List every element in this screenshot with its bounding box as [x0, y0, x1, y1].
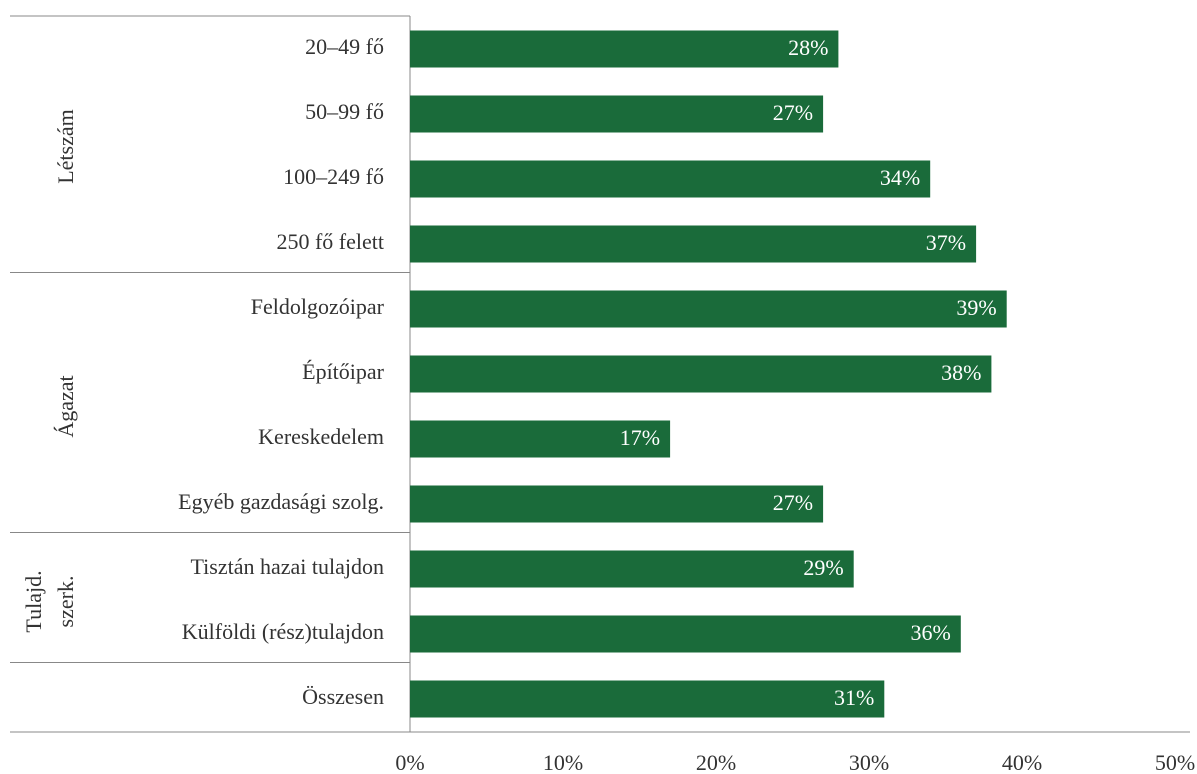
value-label: 27% [773, 490, 813, 515]
category-label: 50–99 fő [305, 99, 384, 124]
value-label: 36% [910, 620, 950, 645]
bar [410, 485, 824, 523]
category-label: 20–49 fő [305, 34, 384, 59]
category-label: Építőipar [302, 359, 385, 384]
group-label: Tulajd. szerk. [21, 570, 78, 632]
category-label: 250 fő felett [276, 229, 384, 254]
bar [410, 290, 1007, 328]
value-label: 17% [620, 425, 660, 450]
category-label: Tisztán hazai tulajdon [191, 554, 385, 579]
bar [410, 550, 854, 588]
value-label: 31% [834, 685, 874, 710]
category-label: Összesen [302, 684, 384, 709]
value-label: 37% [926, 230, 966, 255]
value-label: 34% [880, 165, 920, 190]
group-label: Ágazat [53, 375, 78, 437]
x-tick-label: 40% [1002, 750, 1042, 774]
category-label: Feldolgozóipar [251, 294, 385, 319]
x-tick-label: 0% [395, 750, 424, 774]
value-label: 27% [773, 100, 813, 125]
value-label: 28% [788, 35, 828, 60]
bar [410, 30, 839, 68]
bar [410, 160, 931, 198]
bar [410, 680, 885, 718]
bar [410, 225, 977, 263]
bar [410, 355, 992, 393]
x-tick-label: 20% [696, 750, 736, 774]
category-label: 100–249 fő [283, 164, 384, 189]
bar [410, 615, 961, 653]
value-label: 38% [941, 360, 981, 385]
category-label: Külföldi (rész)tulajdon [182, 619, 384, 644]
bar [410, 420, 671, 458]
bar [410, 95, 824, 133]
value-label: 39% [956, 295, 996, 320]
group-label: Létszám [53, 109, 78, 184]
value-label: 29% [803, 555, 843, 580]
x-tick-label: 50% [1155, 750, 1195, 774]
category-label: Kereskedelem [258, 424, 384, 449]
x-tick-label: 30% [849, 750, 889, 774]
x-tick-label: 10% [543, 750, 583, 774]
category-label: Egyéb gazdasági szolg. [178, 489, 384, 514]
